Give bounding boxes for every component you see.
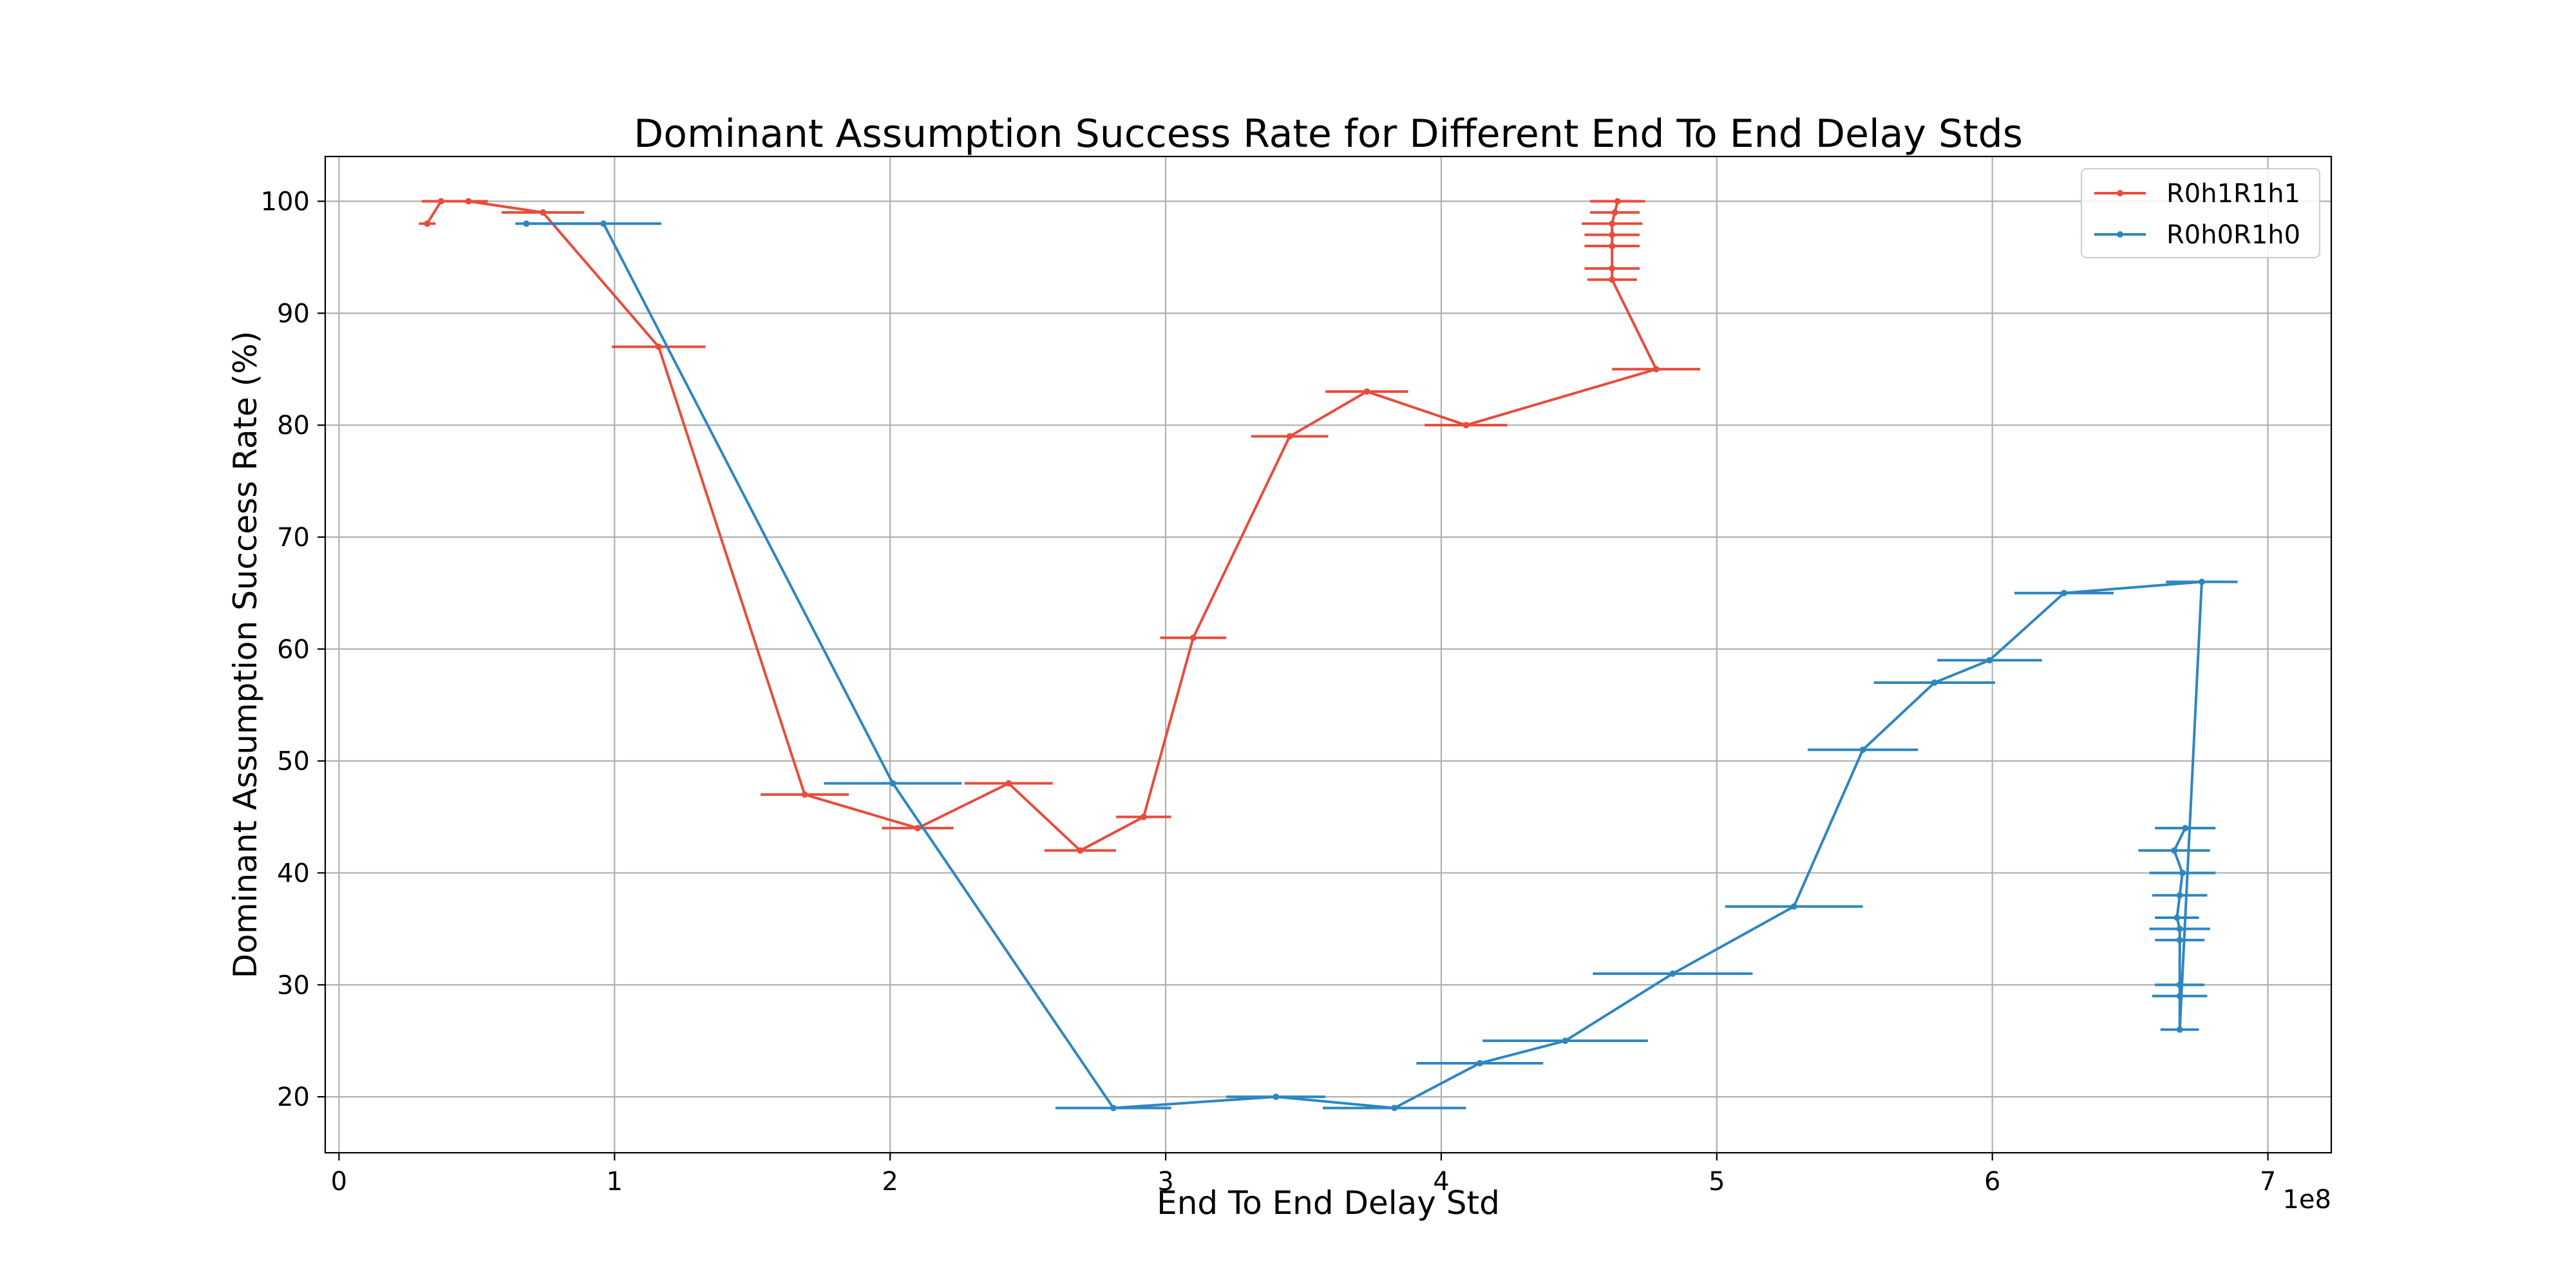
data-point <box>1562 1037 1569 1045</box>
data-point <box>1609 265 1616 272</box>
data-point <box>424 220 431 227</box>
data-point <box>2060 589 2067 596</box>
data-point <box>1609 276 1616 283</box>
legend-marker <box>2117 190 2123 196</box>
data-point <box>1189 634 1197 641</box>
y-tick-label: 70 <box>277 523 310 553</box>
data-point <box>1609 220 1616 227</box>
x-tick-label: 6 <box>1984 1167 2000 1197</box>
data-point <box>1005 780 1012 787</box>
y-tick-label: 20 <box>277 1083 310 1112</box>
legend-item: R0h0R1h0 <box>2094 220 2300 250</box>
data-point <box>2176 992 2183 999</box>
x-tick-label: 3 <box>1157 1167 1173 1197</box>
series-layer <box>419 198 2238 1112</box>
data-point <box>655 343 662 350</box>
legend-marker <box>2117 231 2123 238</box>
data-point <box>2171 847 2178 854</box>
data-point <box>1653 366 1660 373</box>
x-tick-label: 2 <box>882 1167 898 1197</box>
x-tick-label: 1 <box>607 1167 623 1197</box>
y-tick-label: 50 <box>277 747 310 777</box>
data-point <box>540 209 547 216</box>
chart-title: Dominant Assumption Success Rate for Dif… <box>634 111 2023 156</box>
data-point <box>2174 914 2181 921</box>
legend: R0h1R1h1 R0h0R1h0 <box>2081 168 2320 258</box>
data-point <box>2198 578 2205 585</box>
data-point <box>2182 824 2189 831</box>
data-point <box>1669 970 1676 977</box>
data-point <box>2179 869 2186 876</box>
data-point <box>2176 1026 2183 1033</box>
y-tick-label: 80 <box>277 411 310 440</box>
data-point <box>465 198 472 205</box>
grid <box>325 156 2331 1153</box>
data-point <box>1476 1059 1483 1066</box>
y-tick-label: 90 <box>277 299 310 328</box>
data-point <box>1363 388 1370 395</box>
data-point <box>1286 433 1293 440</box>
legend-label: R0h1R1h1 <box>2166 179 2300 209</box>
data-point <box>1859 746 1866 753</box>
data-point <box>2176 892 2183 899</box>
data-point <box>600 220 607 227</box>
x-axis-scale-label: 1e8 <box>2282 1185 2331 1215</box>
data-point <box>1614 198 1621 205</box>
data-point <box>1611 209 1618 216</box>
series-R0h0R1h0 <box>515 220 2238 1112</box>
data-point <box>2176 981 2183 989</box>
x-axis-label: End To End Delay Std <box>1157 1184 1500 1222</box>
ticks: 0 1 2 3 4 5 6 7 20 30 40 50 60 70 80 90 100 <box>261 187 2277 1197</box>
x-tick-label: 5 <box>1709 1167 1725 1197</box>
data-point <box>1077 847 1084 854</box>
data-point <box>2176 925 2183 933</box>
legend-label: R0h0R1h0 <box>2166 220 2300 250</box>
data-point <box>1273 1094 1280 1101</box>
data-point <box>1110 1104 1117 1112</box>
data-point <box>1140 813 1147 820</box>
x-tick-label: 7 <box>2260 1167 2276 1197</box>
data-point <box>2176 936 2183 943</box>
data-point <box>914 824 921 831</box>
x-tick-label: 0 <box>331 1167 347 1197</box>
data-point <box>437 198 444 205</box>
data-point <box>1609 243 1616 250</box>
series-line <box>426 200 1658 852</box>
data-point <box>889 780 896 787</box>
legend-item: R0h1R1h1 <box>2094 179 2300 209</box>
plot-frame <box>324 155 2333 1154</box>
x-tick-label: 4 <box>1433 1167 1449 1197</box>
y-tick-label: 30 <box>277 971 310 1000</box>
data-point <box>523 220 530 227</box>
data-point <box>1463 422 1470 429</box>
y-tick-label: 100 <box>261 187 310 217</box>
data-point <box>1391 1104 1398 1112</box>
y-axis-label: Dominant Assumption Success Rate (%) <box>227 331 264 979</box>
data-point <box>1931 679 1938 686</box>
data-point <box>1790 903 1797 910</box>
series-R0h1R1h1 <box>419 198 1701 854</box>
y-tick-label: 40 <box>277 858 310 888</box>
data-point <box>801 791 808 798</box>
data-point <box>1986 657 1993 664</box>
data-point <box>1609 231 1616 238</box>
y-tick-label: 60 <box>277 635 310 665</box>
